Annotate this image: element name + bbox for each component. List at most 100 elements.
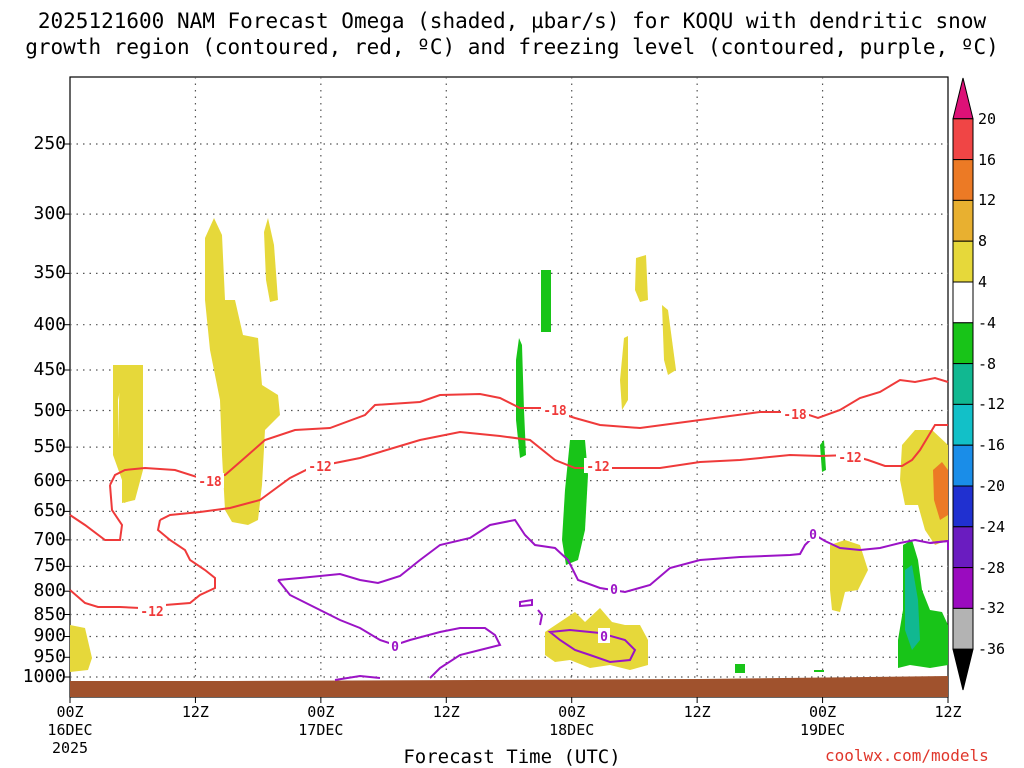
- colorbar-label: -4: [978, 313, 997, 332]
- contour-label-bg: [807, 526, 819, 541]
- y-tick-label: 900: [33, 625, 66, 647]
- surface-ground: [70, 676, 948, 697]
- omega-shading: [70, 218, 948, 673]
- colorbar-label: 8: [978, 232, 988, 251]
- omega-area: [620, 336, 628, 410]
- y-tick-label: 600: [33, 469, 66, 491]
- y-tick-label: 750: [33, 555, 66, 577]
- y-tick-label: 800: [33, 580, 66, 602]
- omega-area: [118, 365, 143, 503]
- y-tick-label: 250: [33, 133, 66, 154]
- y-tick-label: 650: [33, 500, 66, 522]
- freezing-contour-0-oval: [547, 628, 637, 664]
- y-tick-label: 400: [33, 313, 66, 335]
- colorbar-label: -28: [978, 558, 1006, 577]
- colorbar-label: -8: [978, 354, 997, 373]
- colorbar: [952, 77, 974, 691]
- freezing-contour-0-surface: [334, 674, 381, 681]
- colorbar-swatch: [952, 363, 974, 405]
- colorbar-label: 20: [978, 109, 997, 128]
- colorbar-swatch: [952, 567, 974, 609]
- x-tick-label: 12Z: [934, 703, 962, 721]
- contour-label-bg: [781, 406, 809, 421]
- omega-area: [830, 540, 868, 612]
- colorbar-swatch: [952, 322, 974, 365]
- x-axis-title: Forecast Time (UTC): [403, 746, 621, 768]
- y-tick-label: 1000: [22, 666, 66, 687]
- contour-label-bg: [389, 638, 401, 653]
- y-tick-label: 500: [33, 399, 66, 421]
- omega-area: [933, 462, 948, 520]
- y-tick-label: 850: [33, 603, 66, 625]
- freezing-contour-0-small: [537, 609, 544, 626]
- colorbar-swatch: [952, 607, 974, 650]
- colorbar-swatch: [952, 444, 974, 487]
- omega-area: [541, 270, 551, 332]
- chart-title-line2: growth region (contoured, red, ºC) and f…: [25, 35, 999, 59]
- contour-label: -18: [543, 404, 567, 419]
- colorbar-label: -12: [978, 395, 1006, 414]
- y-tick-label: 350: [33, 262, 66, 284]
- x-tick-label: 00Z 18DEC: [549, 703, 595, 739]
- omega-area: [635, 255, 648, 302]
- y-tick-label: 700: [33, 528, 66, 550]
- freezing-contour-0-loop: [519, 598, 533, 608]
- x-tick-label: 00Z 16DEC 2025: [47, 703, 93, 757]
- contour-label: -18: [783, 408, 807, 423]
- x-tick-label: 12Z: [181, 703, 209, 721]
- omega-area: [516, 338, 526, 458]
- dgz-contours: [69, 376, 949, 610]
- x-tick-label: 00Z 17DEC: [298, 703, 344, 739]
- colorbar-swatch: [952, 199, 974, 242]
- omega-area: [545, 608, 648, 670]
- colorbar-swatch: [952, 648, 974, 691]
- dgz-contour-minus12: [159, 424, 948, 521]
- contour-label-bg: [138, 603, 166, 618]
- colorbar-swatch: [952, 485, 974, 528]
- x-tick-label: 12Z: [432, 703, 460, 721]
- dgz-contour-minus12-lower: [69, 519, 216, 610]
- colorbar-swatch: [952, 118, 974, 161]
- grid-lines: [63, 77, 949, 703]
- omega-area: [264, 218, 278, 302]
- colorbar-swatch: [952, 159, 974, 201]
- colorbar-swatch: [952, 240, 974, 283]
- contour-label-bg: [584, 458, 612, 473]
- colorbar-label: 16: [978, 150, 997, 169]
- contour-label: -12: [308, 460, 331, 475]
- contour-label-bg: [541, 402, 569, 417]
- contour-label: -18: [198, 475, 222, 490]
- freezing-contour-0-lower: [277, 579, 502, 679]
- plot-frame: [69, 76, 949, 698]
- colorbar-label: 4: [978, 273, 988, 291]
- contour-label: -12: [140, 605, 163, 620]
- omega-area: [735, 664, 745, 673]
- x-tick-label: 00Z 19DEC: [799, 703, 846, 739]
- omega-area: [905, 565, 920, 650]
- contour-label-bg: [306, 458, 334, 473]
- contour-label: -12: [838, 451, 861, 466]
- colorbar-label: -24: [978, 517, 1006, 536]
- contour-label-bg: [608, 581, 620, 596]
- dgz-contour-minus18-lower: [69, 484, 124, 541]
- colorbar-swatch: [952, 77, 974, 120]
- y-tick-label: 300: [33, 203, 66, 225]
- contour-label: -12: [586, 460, 609, 475]
- omega-area: [814, 670, 824, 672]
- contour-label-bg: [836, 449, 864, 464]
- colorbar-swatch: [952, 403, 974, 446]
- omega-area: [662, 305, 676, 375]
- contour-label: 0: [610, 583, 618, 598]
- contour-label-bg: [598, 628, 610, 643]
- omega-area: [205, 218, 280, 525]
- colorbar-label: -16: [978, 436, 1006, 455]
- colorbar-label: -20: [978, 477, 1006, 495]
- omega-area: [562, 440, 588, 565]
- colorbar-swatch: [952, 281, 974, 324]
- contour-label: 0: [600, 630, 608, 645]
- y-tick-label: 550: [33, 436, 66, 458]
- colorbar-label: -32: [978, 599, 1006, 618]
- chart-title-line1: 2025121600 NAM Forecast Omega (shaded, µ…: [37, 9, 987, 33]
- freezing-contour-0-right: [929, 539, 949, 550]
